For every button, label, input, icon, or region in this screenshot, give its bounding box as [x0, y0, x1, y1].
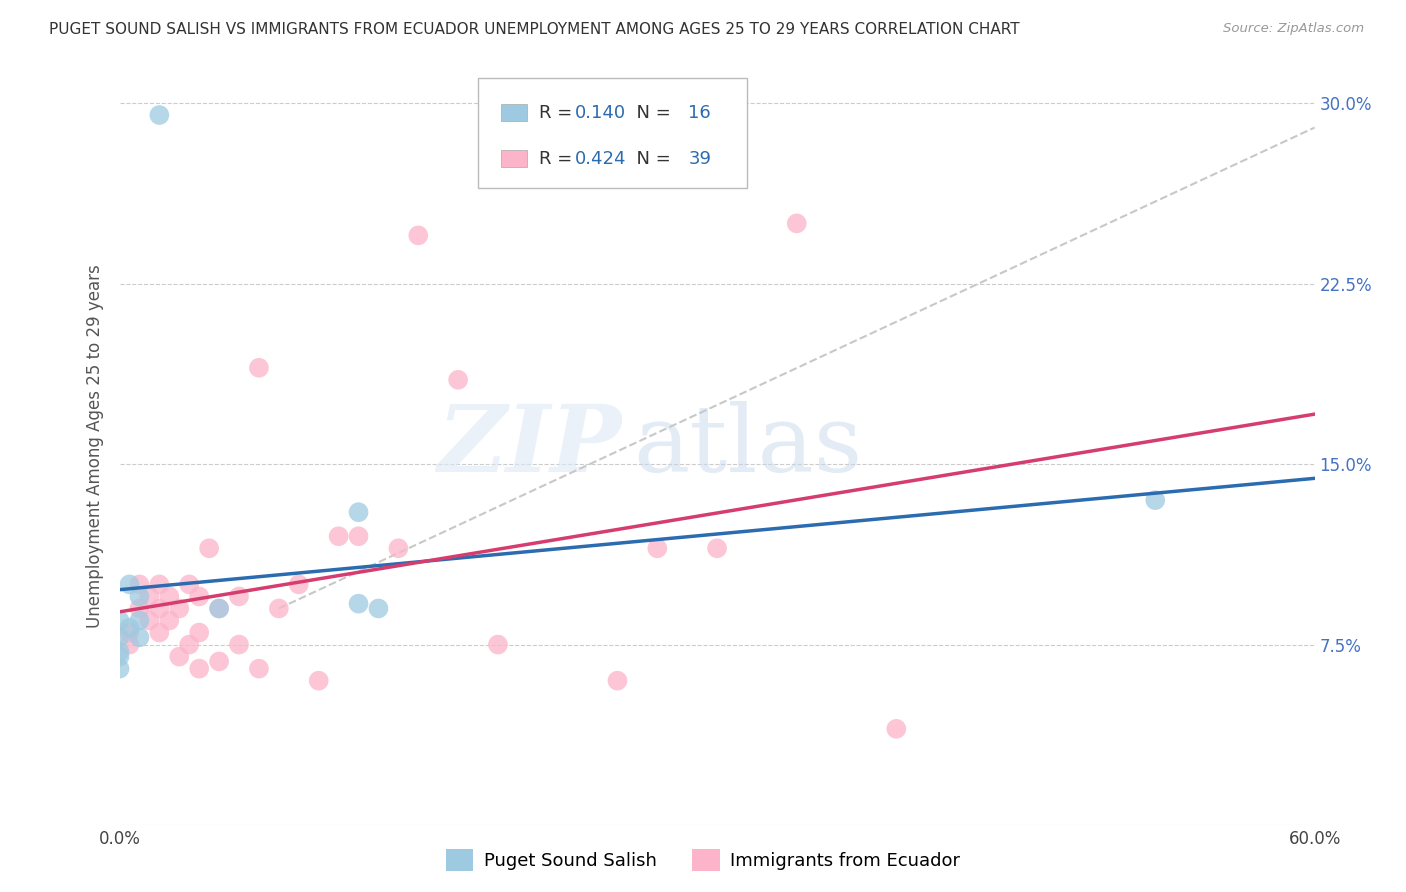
- Text: PUGET SOUND SALISH VS IMMIGRANTS FROM ECUADOR UNEMPLOYMENT AMONG AGES 25 TO 29 Y: PUGET SOUND SALISH VS IMMIGRANTS FROM EC…: [49, 22, 1019, 37]
- Point: [208, 601, 231, 615]
- Point: [347, 597, 370, 611]
- Point: [128, 614, 150, 628]
- Text: 39: 39: [689, 150, 711, 168]
- Point: [347, 529, 370, 543]
- Point: [347, 505, 370, 519]
- Point: [179, 638, 201, 652]
- Point: [208, 655, 231, 669]
- Point: [148, 625, 170, 640]
- Y-axis label: Unemployment Among Ages 25 to 29 years: Unemployment Among Ages 25 to 29 years: [86, 264, 104, 628]
- Point: [247, 360, 270, 375]
- Legend: Puget Sound Salish, Immigrants from Ecuador: Puget Sound Salish, Immigrants from Ecua…: [439, 842, 967, 879]
- Point: [198, 541, 221, 556]
- Text: R =: R =: [538, 103, 578, 122]
- Text: N =: N =: [626, 103, 676, 122]
- Point: [247, 662, 270, 676]
- Point: [118, 577, 141, 591]
- Point: [108, 649, 131, 664]
- Point: [108, 662, 131, 676]
- Point: [228, 638, 250, 652]
- Point: [606, 673, 628, 688]
- Point: [148, 577, 170, 591]
- Point: [288, 577, 311, 591]
- Point: [108, 631, 131, 645]
- Point: [228, 590, 250, 604]
- Point: [157, 614, 180, 628]
- Point: [188, 625, 211, 640]
- Text: 16: 16: [689, 103, 711, 122]
- Point: [308, 673, 330, 688]
- Point: [148, 108, 170, 122]
- Point: [179, 577, 201, 591]
- Point: [128, 631, 150, 645]
- Point: [208, 601, 231, 615]
- Point: [108, 645, 131, 659]
- Text: ZIP: ZIP: [437, 401, 621, 491]
- Point: [128, 577, 150, 591]
- Point: [486, 638, 509, 652]
- Point: [118, 638, 141, 652]
- Point: [188, 590, 211, 604]
- FancyBboxPatch shape: [501, 104, 527, 121]
- Point: [128, 601, 150, 615]
- Point: [118, 625, 141, 640]
- Point: [128, 590, 150, 604]
- Text: 0.424: 0.424: [575, 150, 626, 168]
- Point: [118, 621, 141, 635]
- Text: 0.140: 0.140: [575, 103, 626, 122]
- Point: [367, 601, 389, 615]
- Text: Source: ZipAtlas.com: Source: ZipAtlas.com: [1223, 22, 1364, 36]
- Point: [169, 649, 191, 664]
- FancyBboxPatch shape: [501, 151, 527, 167]
- FancyBboxPatch shape: [478, 78, 747, 188]
- Point: [786, 216, 808, 230]
- Point: [886, 722, 908, 736]
- Point: [387, 541, 409, 556]
- Text: R =: R =: [538, 150, 578, 168]
- Text: atlas: atlas: [633, 401, 863, 491]
- Point: [188, 662, 211, 676]
- Point: [157, 590, 180, 604]
- Point: [138, 590, 160, 604]
- Text: N =: N =: [626, 150, 676, 168]
- Point: [447, 373, 470, 387]
- Point: [647, 541, 669, 556]
- Point: [328, 529, 350, 543]
- Point: [138, 614, 160, 628]
- Point: [706, 541, 728, 556]
- Point: [148, 601, 170, 615]
- Point: [408, 228, 430, 243]
- Point: [1144, 493, 1167, 508]
- Point: [169, 601, 191, 615]
- Point: [108, 614, 131, 628]
- Point: [267, 601, 290, 615]
